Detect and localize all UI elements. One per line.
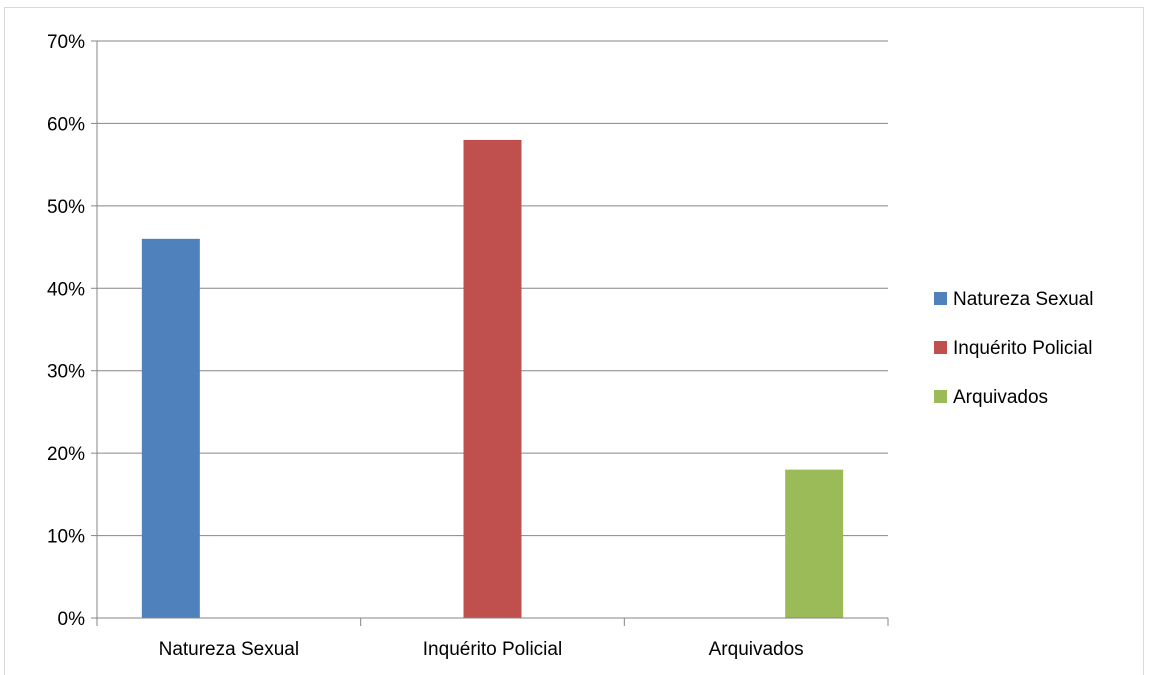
bar <box>463 139 522 618</box>
y-tick-label: 70% <box>47 32 85 53</box>
y-tick-label: 0% <box>58 609 86 630</box>
legend-label: Natureza Sexual <box>953 289 1093 310</box>
x-axis: Natureza Sexual Inquérito Policial Arquiva… <box>96 617 889 660</box>
y-tick-label: 10% <box>47 527 85 548</box>
y-tick-label: 30% <box>47 362 85 383</box>
x-tick-label: Natureza Sexual <box>159 639 299 660</box>
bar <box>141 238 200 619</box>
x-tick-label: Inquérito Policial <box>423 639 562 660</box>
y-axis: 0% 10% 20% 30% 40% 50% 60% 70% <box>47 32 98 630</box>
legend-label: Arquivados <box>953 387 1048 408</box>
bar <box>785 469 844 618</box>
y-tick-label: 20% <box>47 444 85 465</box>
bars <box>141 139 844 619</box>
chart-frame <box>4 7 1144 675</box>
legend-swatch <box>934 292 947 305</box>
y-tick-label: 40% <box>47 279 85 300</box>
legend-swatch <box>934 390 947 403</box>
y-tick-label: 50% <box>47 197 85 218</box>
y-tick-label: 60% <box>47 114 85 135</box>
legend-label: Inquérito Policial <box>953 338 1092 359</box>
x-tick-label: Arquivados <box>709 639 804 660</box>
legend-swatch <box>934 341 947 354</box>
legend: Natureza Sexual Inquérito Policial Arquiva… <box>934 289 1093 408</box>
